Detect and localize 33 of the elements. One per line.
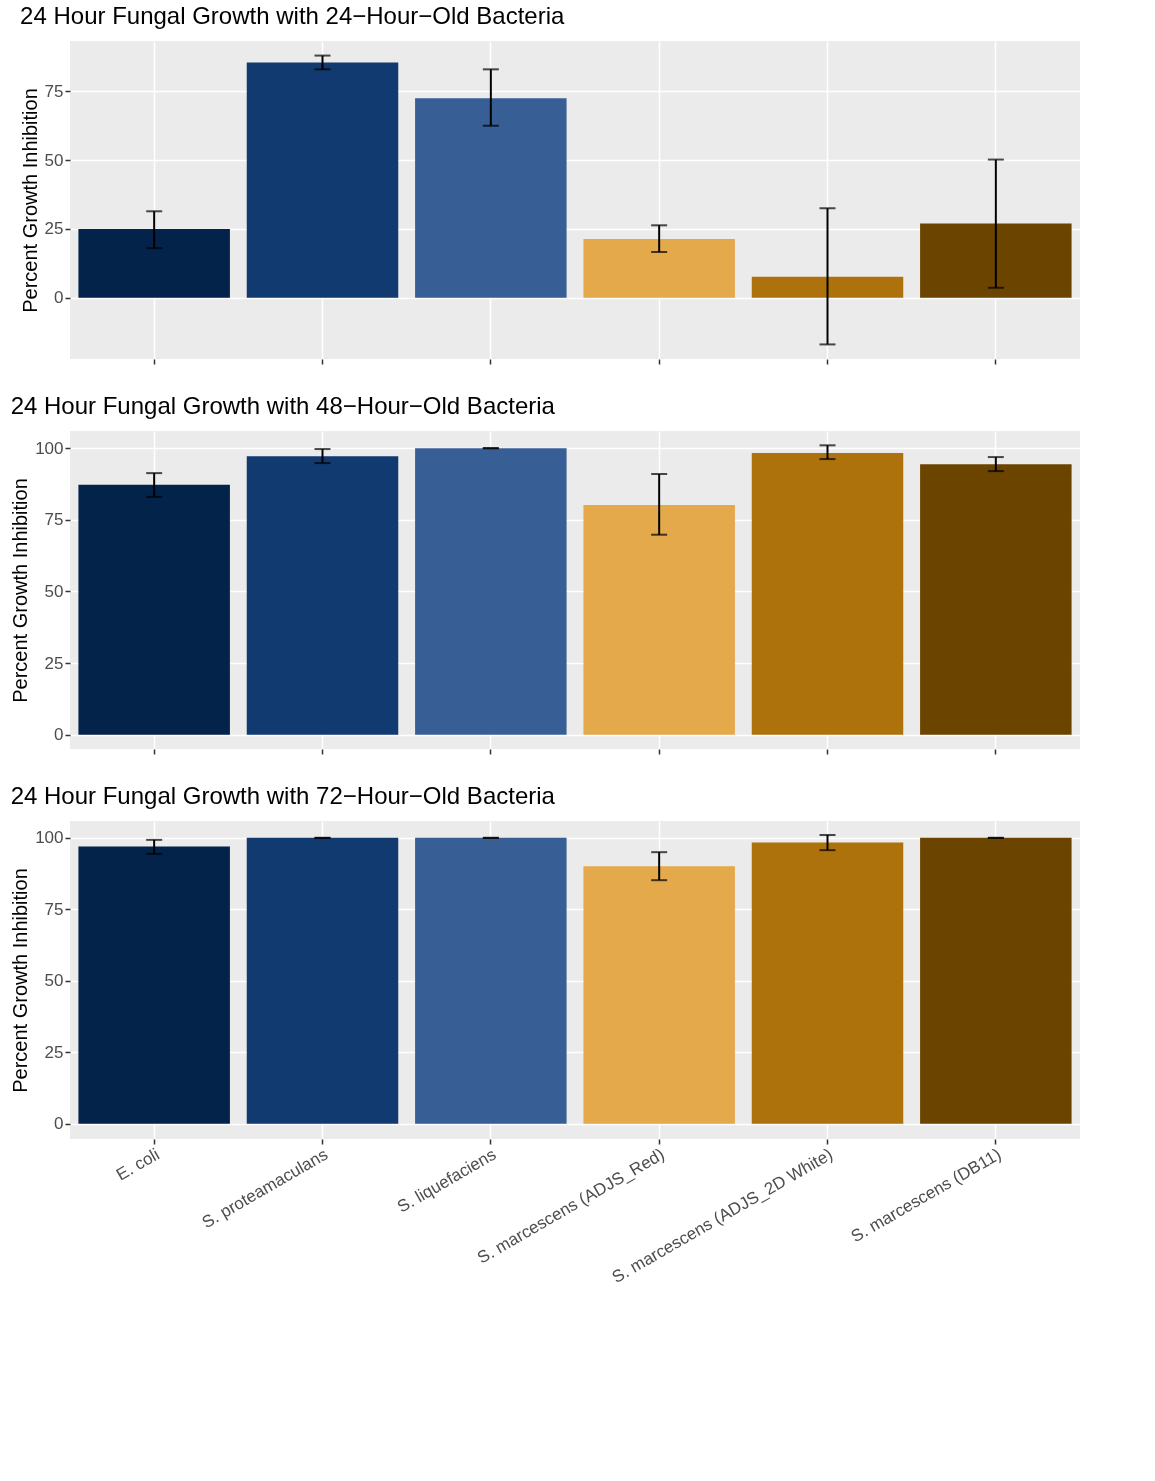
bar (583, 239, 735, 298)
bar (920, 464, 1072, 735)
y-tick-label: 25 (44, 219, 64, 239)
bar (246, 456, 399, 735)
chart-title: 24 Hour Fungal Growth with 72−Hour−Old Bacteria (10, 782, 556, 809)
y-tick-label: 0 (54, 725, 64, 745)
y-axis-title: Percent Growth Inhibition (18, 88, 41, 313)
bar (415, 448, 567, 735)
y-tick-label: 25 (44, 1042, 64, 1062)
chart-title: 24 Hour Fungal Growth with 48−Hour−Old Bacteria (10, 392, 556, 419)
bar (78, 228, 230, 298)
x-tick-label: E. coli (113, 1144, 163, 1185)
bar (751, 276, 904, 298)
bar (920, 223, 1072, 298)
y-tick-label: 75 (44, 81, 64, 101)
y-tick-label: 50 (44, 150, 64, 170)
y-tick-label: 75 (44, 899, 64, 919)
y-tick-label: 75 (44, 510, 64, 530)
y-tick-label: 25 (44, 653, 64, 673)
y-tick-label: 100 (35, 438, 64, 458)
y-tick-label: 0 (54, 288, 64, 308)
y-tick-label: 0 (54, 1114, 64, 1134)
chart-title: 24 Hour Fungal Growth with 24−Hour−Old Bacteria (20, 2, 566, 29)
y-tick-label: 100 (35, 828, 64, 848)
bar (415, 98, 567, 298)
y-axis-title: Percent Growth Inhibition (9, 868, 32, 1093)
y-tick-label: 50 (44, 581, 64, 601)
bar (751, 453, 904, 735)
bar (78, 484, 230, 735)
bar (246, 62, 399, 298)
y-axis-title: Percent Growth Inhibition (9, 478, 32, 703)
y-tick-label: 50 (44, 971, 64, 991)
bar (583, 504, 735, 735)
